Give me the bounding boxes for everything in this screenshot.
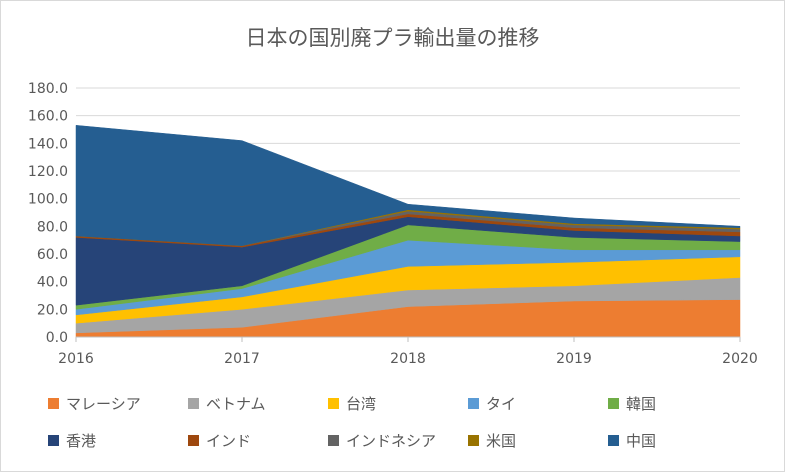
x-tick-label: 2019 bbox=[556, 351, 592, 367]
y-tick-label: 180.0 bbox=[28, 81, 68, 97]
legend-label: 米国 bbox=[486, 431, 517, 450]
legend-item: 韓国 bbox=[608, 393, 656, 413]
legend-item: タイ bbox=[468, 393, 516, 413]
legend-label: インドネシア bbox=[346, 431, 437, 450]
x-tick-label: 2017 bbox=[224, 351, 260, 367]
legend-label: 中国 bbox=[626, 431, 657, 450]
legend-label: タイ bbox=[486, 394, 517, 413]
area-10 bbox=[75, 125, 741, 246]
y-tick-label: 160.0 bbox=[28, 109, 68, 125]
legend-label: インド bbox=[206, 431, 252, 450]
y-tick-label: 60.0 bbox=[37, 247, 68, 263]
y-tick-label: 40.0 bbox=[37, 275, 68, 291]
y-tick-label: 100.0 bbox=[28, 192, 68, 208]
chart-title: 日本の国別廃プラ輸出量の推移 bbox=[245, 26, 540, 50]
y-tick-label: 120.0 bbox=[28, 164, 68, 180]
legend-label: 台湾 bbox=[346, 394, 377, 413]
legend-swatch bbox=[608, 397, 619, 409]
legend-item: ベトナム bbox=[188, 393, 266, 413]
legend-item: 香港 bbox=[48, 430, 96, 450]
legend-item: 米国 bbox=[468, 430, 516, 450]
legend-item: インド bbox=[188, 430, 251, 450]
legend-item: マレーシア bbox=[48, 393, 141, 413]
x-tick-label: 2020 bbox=[722, 351, 758, 367]
y-tick-label: 0.0 bbox=[46, 330, 68, 346]
y-tick-label: 140.0 bbox=[28, 136, 68, 152]
x-tick-label: 2018 bbox=[390, 351, 426, 367]
legend-swatch bbox=[608, 434, 619, 446]
legend-swatch bbox=[48, 397, 59, 409]
legend-swatch bbox=[468, 434, 479, 446]
legend-label: ベトナム bbox=[206, 394, 266, 413]
y-tick-label: 80.0 bbox=[37, 219, 68, 235]
legend-item: 中国 bbox=[608, 430, 656, 450]
x-tick-label: 2016 bbox=[58, 351, 94, 367]
legend-swatch bbox=[328, 434, 339, 446]
legend-swatch bbox=[48, 434, 59, 446]
legend-swatch bbox=[188, 397, 199, 409]
legend-swatch bbox=[188, 434, 199, 446]
legend-swatch bbox=[328, 397, 339, 409]
legend-label: マレーシア bbox=[66, 394, 141, 413]
y-tick-label: 20.0 bbox=[37, 302, 68, 318]
legend-label: 韓国 bbox=[626, 394, 657, 413]
legend-label: 香港 bbox=[66, 431, 97, 450]
legend-item: インドネシア bbox=[328, 430, 436, 450]
legend-item: 台湾 bbox=[328, 393, 376, 413]
legend-swatch bbox=[468, 397, 479, 409]
